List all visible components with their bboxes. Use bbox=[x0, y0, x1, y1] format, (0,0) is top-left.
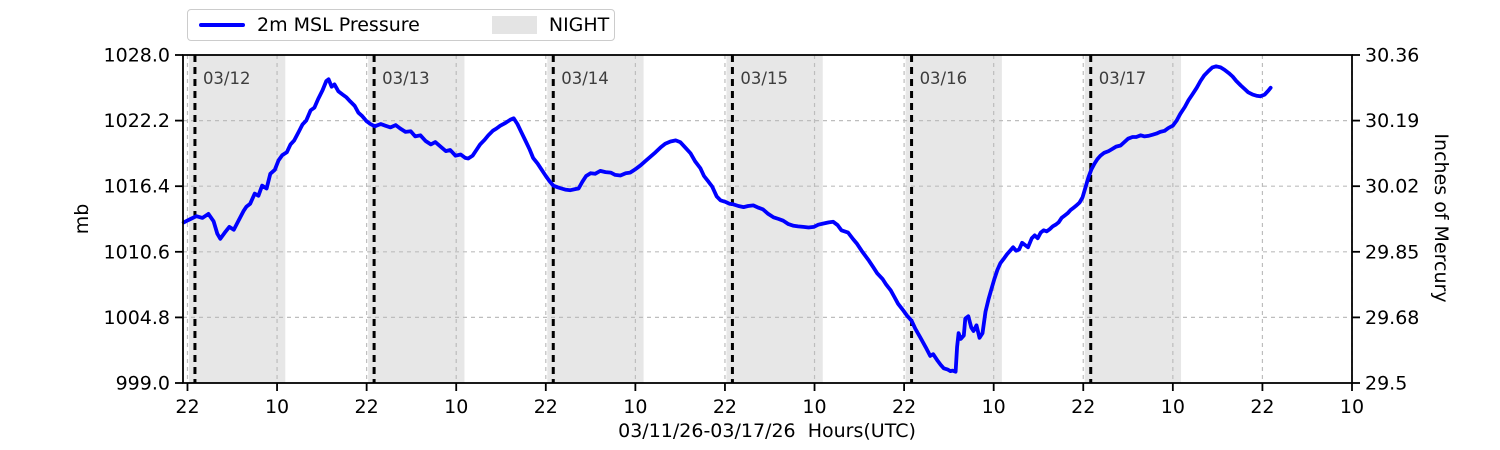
night-band bbox=[1084, 55, 1182, 383]
legend-night-swatch bbox=[491, 16, 537, 34]
date-line-label: 03/15 bbox=[740, 69, 788, 88]
x-tick-label: 10 bbox=[1161, 396, 1185, 418]
x-tick-label: 10 bbox=[802, 396, 826, 418]
y-tick-label-left: 1004.8 bbox=[104, 307, 170, 329]
legend-pressure-label: 2m MSL Pressure bbox=[257, 14, 420, 36]
pressure-line bbox=[181, 64, 1273, 374]
date-line-label: 03/13 bbox=[382, 69, 430, 88]
night-band bbox=[188, 55, 286, 383]
night-band bbox=[547, 55, 644, 383]
y-tick-label-left: 1022.2 bbox=[104, 110, 170, 132]
x-axis-label: 03/11/26-03/17/26 Hours(UTC) bbox=[618, 420, 916, 442]
x-tick-label: 10 bbox=[1340, 396, 1364, 418]
x-tick-label: 22 bbox=[1250, 396, 1274, 418]
date-line-label: 03/17 bbox=[1099, 69, 1147, 88]
x-tick-label: 10 bbox=[623, 396, 647, 418]
night-band bbox=[368, 55, 465, 383]
night-band bbox=[905, 55, 1002, 383]
legend-line-swatch bbox=[199, 23, 245, 27]
date-line-label: 03/14 bbox=[561, 69, 609, 88]
legend: 2m MSL Pressure NIGHT bbox=[187, 9, 615, 41]
x-tick-label: 22 bbox=[175, 396, 199, 418]
y-tick-label-left: 1010.6 bbox=[104, 241, 170, 263]
y-tick-label-left: 999.0 bbox=[116, 373, 170, 395]
y-tick-label-left: 1016.4 bbox=[104, 176, 170, 198]
y-tick-label-left: 1028.0 bbox=[104, 45, 170, 67]
y-tick-label-right: 29.85 bbox=[1365, 241, 1419, 263]
y-tick-label-right: 29.68 bbox=[1365, 307, 1419, 329]
x-tick-label: 22 bbox=[355, 396, 379, 418]
legend-night-label: NIGHT bbox=[548, 14, 610, 36]
x-tick-label: 22 bbox=[892, 396, 916, 418]
y-axis-label-left: mb bbox=[71, 203, 93, 235]
x-tick-label: 22 bbox=[1071, 396, 1095, 418]
y-tick-label-right: 29.5 bbox=[1365, 373, 1407, 395]
x-tick-label: 22 bbox=[534, 396, 558, 418]
axes-frame bbox=[182, 54, 1353, 384]
x-tick-label: 10 bbox=[444, 396, 468, 418]
date-line-label: 03/16 bbox=[920, 69, 968, 88]
date-line-label: 03/12 bbox=[203, 69, 251, 88]
y-tick-label-right: 30.02 bbox=[1365, 176, 1419, 198]
x-tick-label: 22 bbox=[713, 396, 737, 418]
x-tick-label: 10 bbox=[982, 396, 1006, 418]
y-tick-label-right: 30.36 bbox=[1365, 45, 1419, 67]
x-tick-label: 10 bbox=[265, 396, 289, 418]
y-axis-label-right: Inches of Mercury bbox=[1430, 133, 1452, 303]
y-tick-label-right: 30.19 bbox=[1365, 110, 1419, 132]
